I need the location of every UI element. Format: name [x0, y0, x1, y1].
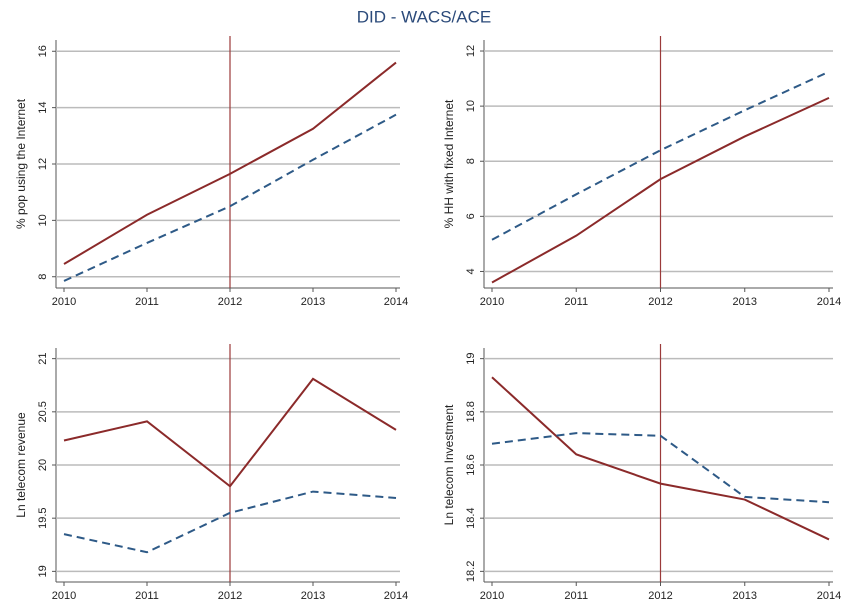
x-tick-label: 2011: [135, 590, 159, 602]
y-tick-label: 20.5: [37, 401, 49, 422]
y-tick-label: 12: [465, 45, 477, 57]
x-tick-label: 2010: [52, 590, 76, 602]
y-axis-label: Ln telecom revenue: [14, 412, 28, 518]
y-tick-label: 18.2: [465, 561, 477, 582]
y-axis-label: Ln telecom Investment: [442, 404, 456, 525]
y-tick-label: 14: [37, 102, 49, 114]
y-tick-label: 10: [465, 100, 477, 112]
y-tick-label: 21: [37, 353, 49, 365]
y-axis-label: % HH with fixed Internet: [442, 99, 456, 228]
y-axis-label: % pop using the Internet: [14, 98, 28, 229]
page-title: DID - WACS/ACE: [357, 7, 491, 26]
y-tick-label: 19: [465, 353, 477, 365]
x-tick-label: 2013: [733, 296, 757, 308]
x-tick-label: 2014: [817, 590, 841, 602]
x-tick-label: 2012: [648, 590, 672, 602]
x-tick-label: 2010: [480, 296, 504, 308]
y-tick-label: 12: [37, 158, 49, 170]
series-line: [491, 96, 830, 284]
y-tick-label: 8: [37, 274, 49, 280]
x-tick-label: 2014: [384, 296, 408, 308]
series-line: [491, 70, 830, 241]
x-tick-label: 2014: [384, 590, 408, 602]
series-line: [63, 113, 397, 282]
series-line: [63, 377, 397, 488]
series-line: [63, 61, 397, 265]
y-tick-label: 20: [37, 459, 49, 471]
x-tick-label: 2011: [135, 296, 159, 308]
x-tick-label: 2013: [301, 296, 325, 308]
series-line: [491, 376, 830, 541]
y-tick-label: 8: [465, 158, 477, 164]
x-tick-label: 2011: [564, 296, 588, 308]
x-tick-label: 2013: [301, 590, 325, 602]
y-tick-label: 4: [465, 268, 477, 274]
x-tick-label: 2014: [817, 296, 841, 308]
y-tick-label: 18.4: [465, 507, 477, 528]
y-tick-label: 19: [37, 565, 49, 577]
x-tick-label: 2012: [648, 296, 672, 308]
y-tick-label: 18.6: [465, 454, 477, 475]
x-tick-label: 2010: [480, 590, 504, 602]
x-tick-label: 2012: [218, 590, 242, 602]
x-tick-label: 2011: [564, 590, 588, 602]
x-tick-label: 2010: [52, 296, 76, 308]
y-tick-label: 18.8: [465, 401, 477, 422]
x-tick-label: 2012: [218, 296, 242, 308]
x-tick-label: 2013: [733, 590, 757, 602]
y-tick-label: 19.5: [37, 507, 49, 528]
series-line: [491, 432, 830, 504]
y-tick-label: 6: [465, 213, 477, 219]
series-line: [63, 490, 397, 554]
y-tick-label: 10: [37, 214, 49, 226]
y-tick-label: 16: [37, 45, 49, 57]
